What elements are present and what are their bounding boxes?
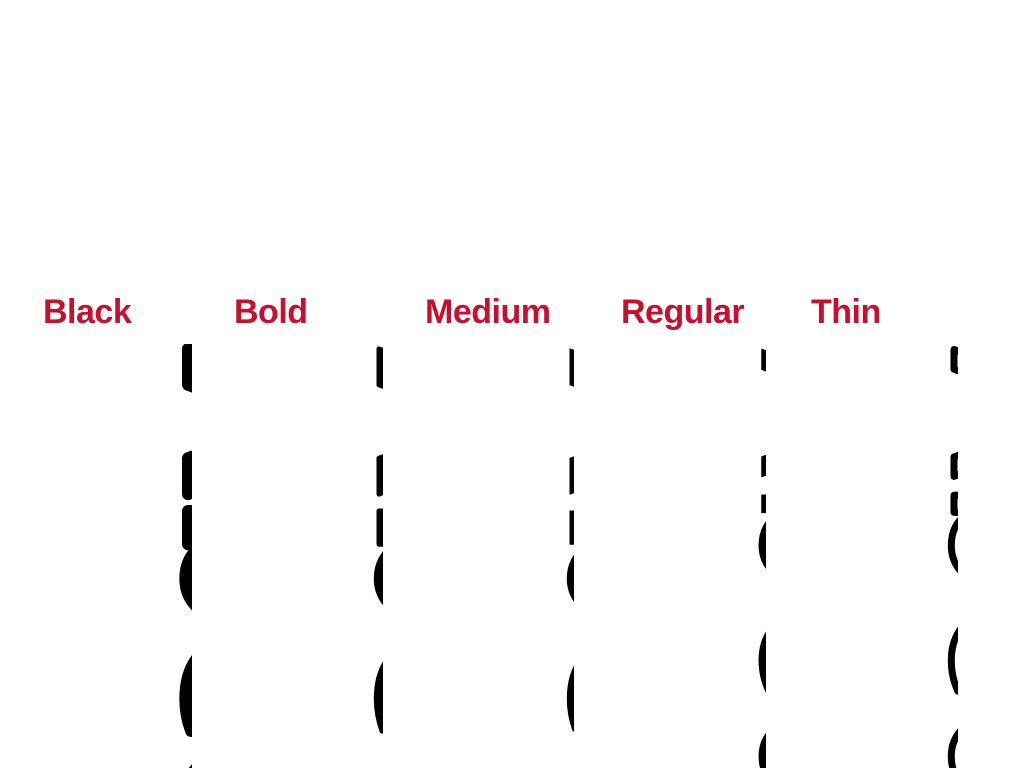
- specimen-black: Abcd: [42, 344, 192, 768]
- specimen-regular: Abcd: [616, 344, 766, 768]
- specimen-text-regular: Abcd: [717, 348, 766, 768]
- specimen-text-medium: Abcd: [525, 348, 574, 768]
- weight-label-bold: Bold: [234, 293, 308, 331]
- specimen-medium: Abcd: [424, 344, 575, 768]
- weight-label-regular: Regular: [621, 293, 745, 331]
- specimen-thin: Abcd: [808, 344, 959, 768]
- weight-label-black: Black: [43, 293, 132, 331]
- specimen-medium-svg: Abcd: [525, 348, 575, 768]
- specimen-thin-svg: Abcd: [906, 345, 959, 768]
- specimen-text-thin: Abcd: [909, 348, 958, 768]
- weight-label-thin: Thin: [811, 293, 881, 331]
- specimen-bold: Abcd: [233, 344, 384, 768]
- weight-label-medium: Medium: [425, 293, 551, 331]
- specimen-text-bold: Abcd: [334, 348, 383, 768]
- specimen-text-black: Abcd: [143, 348, 192, 768]
- specimen-bold-svg: Abcd: [332, 346, 384, 768]
- specimen-regular-svg: Abcd: [716, 347, 766, 768]
- specimen-black-svg: Abcd: [137, 344, 192, 768]
